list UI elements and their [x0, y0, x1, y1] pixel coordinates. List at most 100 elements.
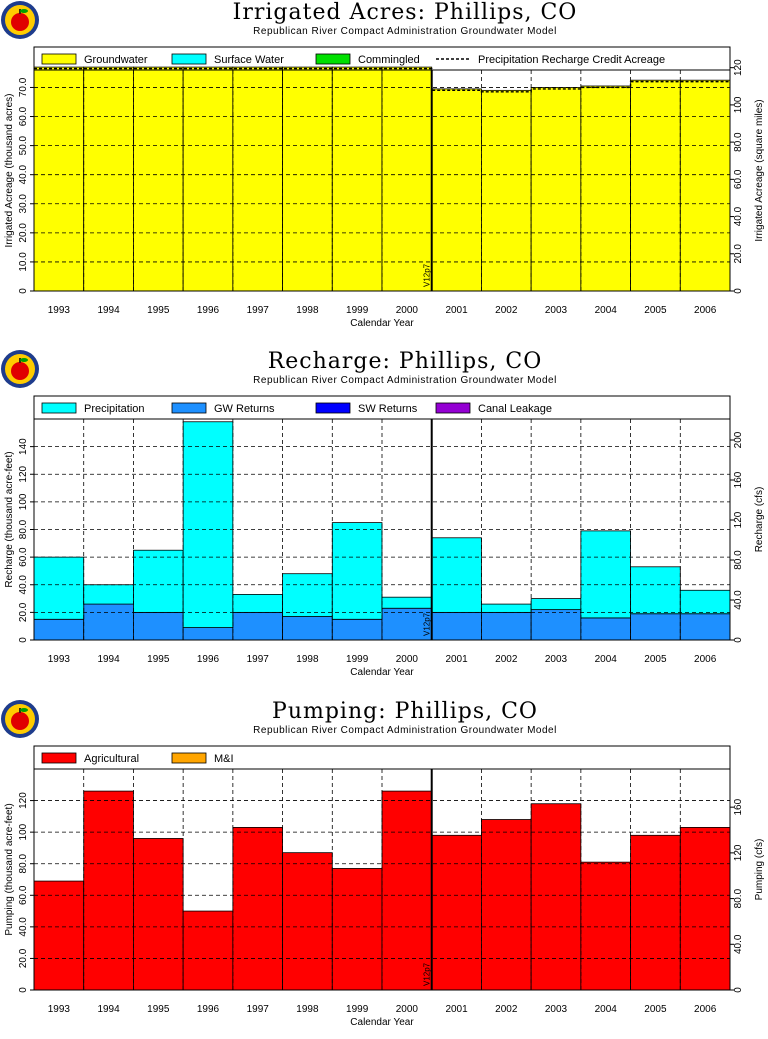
x-tick-label-1998: 1998 [296, 305, 319, 316]
y-right-tick-label: 60.0 [733, 169, 744, 189]
recharge-panel: Recharge: Phillips, CO Republican River … [0, 349, 768, 689]
bar-agricultural-1999 [331, 868, 383, 991]
bar-precipitation-1994 [83, 584, 134, 605]
y-tick-label: 120 [18, 465, 29, 482]
y-right-tick-label: 40.0 [733, 934, 744, 954]
bar-groundwater-2002 [481, 89, 532, 292]
x-tick-label-1997: 1997 [247, 305, 270, 316]
x-tick-label-1998: 1998 [296, 654, 319, 665]
bar-gw-returns-1996 [182, 627, 234, 641]
bar-agricultural-2006 [679, 827, 731, 991]
bar-groundwater-1994 [83, 66, 134, 292]
model-version-label: V12p7 [423, 612, 432, 636]
apple-logo-icon [1, 350, 39, 388]
y-right-tick-label: 40.0 [733, 590, 744, 610]
x-tick-label-2002: 2002 [495, 654, 518, 665]
x-tick-label-2003: 2003 [545, 654, 568, 665]
y-right-tick-label: 100 [733, 96, 744, 113]
chart-subtitle: Republican River Compact Administration … [253, 375, 557, 386]
legend-swatch-m-i [171, 752, 207, 764]
bar-gw-returns-2002 [481, 611, 532, 641]
y-tick-label: 20.0 [18, 223, 29, 243]
legend-label-canal-leakage: Canal Leakage [478, 403, 552, 415]
bar-precipitation-1993 [33, 556, 85, 620]
y-tick-label: 10.0 [18, 252, 29, 272]
bar-groundwater-1993 [33, 66, 85, 292]
irrigated-acres-chart: V12p7 Groundwater Surface Water Commingled P… [4, 46, 765, 329]
bar-precipitation-1995 [133, 549, 184, 613]
x-tick-label-2006: 2006 [694, 1004, 717, 1015]
bar-agricultural-2005 [630, 834, 681, 991]
bar-agricultural-2001 [431, 834, 482, 991]
y-right-tick-label: 80.0 [733, 550, 744, 570]
bar-agricultural-1993 [33, 880, 85, 991]
plot-frame [33, 745, 731, 991]
legend-label-precipitation-recharge-credit-acreage: Precipitation Recharge Credit Acreage [478, 54, 665, 66]
legend-swatch-commingled [315, 53, 351, 65]
y-tick-label: 70.0 [18, 77, 29, 97]
apple-logo-icon [1, 700, 39, 738]
y-tick-label: 50.0 [18, 135, 29, 155]
x-tick-label-1998: 1998 [296, 1004, 319, 1015]
bar-groundwater-2006 [679, 79, 731, 292]
chart-subtitle: Republican River Compact Administration … [253, 725, 557, 736]
y-axis-label: Pumping (thousand acre-feet) [4, 803, 15, 935]
chart-subtitle: Republican River Compact Administration … [253, 26, 557, 37]
bar-gw-returns-2005 [630, 613, 681, 641]
y-right-tick-label: 20.0 [733, 244, 744, 264]
y-right-tick-label: 0 [733, 637, 744, 643]
x-tick-label-1999: 1999 [346, 654, 369, 665]
bar-groundwater-2005 [630, 79, 681, 292]
legend-swatch-agricultural [41, 752, 77, 764]
y-tick-label: 100 [18, 823, 29, 840]
legend-swatch-sw-returns [315, 402, 351, 414]
x-tick-label-2004: 2004 [595, 1004, 618, 1015]
bar-groundwater-1996 [182, 66, 234, 292]
recharge-chart: V12p7 Precipitation GW Returns SW Returns Ca… [4, 395, 765, 678]
bar-gw-returns-2001 [431, 611, 482, 641]
x-tick-label-2000: 2000 [396, 1004, 419, 1015]
x-tick-label-2000: 2000 [396, 305, 419, 316]
x-tick-label-1996: 1996 [197, 305, 220, 316]
y-tick-label: 30.0 [18, 194, 29, 214]
y-right-tick-label: 160 [733, 798, 744, 815]
x-tick-label-2005: 2005 [644, 305, 667, 316]
bar-groundwater-1999 [331, 66, 383, 292]
y-right-tick-label: 80.0 [733, 132, 744, 152]
y-tick-label: 120 [18, 792, 29, 809]
apple-logo-icon [1, 1, 39, 39]
y-tick-label: 60.0 [18, 547, 29, 567]
x-tick-label-2006: 2006 [694, 305, 717, 316]
y-right-tick-label: 120 [733, 59, 744, 76]
plot-frame [33, 46, 731, 292]
y-right-axis-label: Irrigated Acreage (square miles) [754, 99, 765, 241]
y-tick-label: 60.0 [18, 885, 29, 905]
y-tick-label: 140 [18, 438, 29, 455]
irrigated-acres-panel: Irrigated Acres: Phillips, CO Republican… [0, 0, 768, 340]
legend-label-commingled: Commingled [358, 54, 420, 66]
chart-title: Irrigated Acres: Phillips, CO [232, 0, 578, 25]
bar-groundwater-2003 [530, 87, 582, 292]
bar-precipitation-2003 [530, 598, 582, 611]
legend-swatch-groundwater [41, 53, 77, 65]
x-tick-label-1994: 1994 [97, 1004, 120, 1015]
bar-gw-returns-1993 [33, 618, 85, 641]
y-tick-label: 20.0 [18, 602, 29, 622]
bar-precipitation-2002 [481, 603, 532, 613]
bar-groundwater-2001 [431, 88, 482, 292]
bar-gw-returns-2000 [381, 607, 433, 641]
x-tick-label-1999: 1999 [346, 1004, 369, 1015]
x-tick-label-1999: 1999 [346, 305, 369, 316]
x-tick-label-1996: 1996 [197, 654, 220, 665]
bar-precipitation-2004 [580, 530, 631, 619]
bar-agricultural-2004 [580, 861, 631, 991]
x-tick-label-2003: 2003 [545, 305, 568, 316]
legend-swatch-canal-leakage [435, 402, 471, 414]
plot-frame [33, 395, 731, 641]
legend-swatch-gw-returns [171, 402, 207, 414]
bar-agricultural-2000 [381, 790, 433, 991]
y-tick-label: 0 [18, 288, 29, 294]
x-tick-label-1995: 1995 [147, 654, 170, 665]
bar-groundwater-1995 [133, 66, 184, 292]
x-tick-label-2002: 2002 [495, 305, 518, 316]
